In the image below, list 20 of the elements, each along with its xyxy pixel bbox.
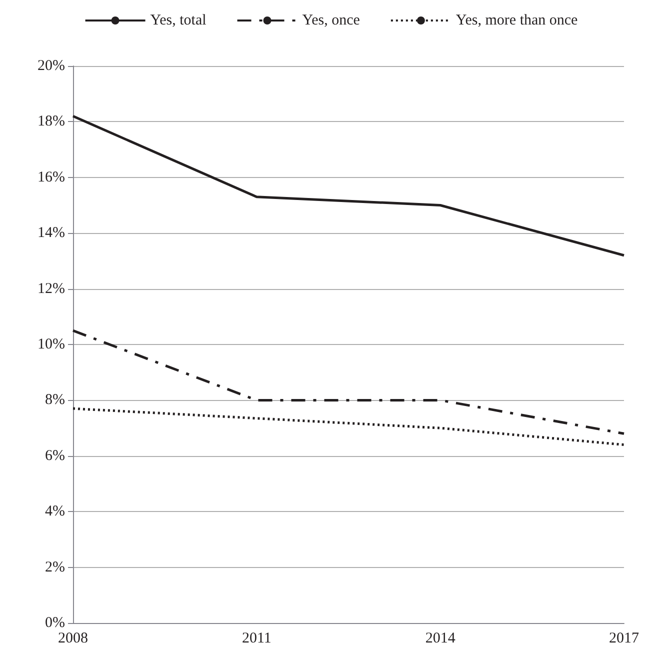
x-tick-label: 2011 <box>242 630 272 646</box>
y-tick-label: 8% <box>45 392 65 408</box>
x-tick-label: 2008 <box>58 630 88 646</box>
y-tick-label: 2% <box>45 559 65 576</box>
x-tick-label: 2017 <box>609 630 640 646</box>
y-tick-label: 20% <box>38 58 65 74</box>
legend-label: Yes, more than once <box>456 12 578 28</box>
y-tick-label: 14% <box>38 225 65 242</box>
y-tick-label: 12% <box>38 280 65 297</box>
x-tick-label: 2014 <box>425 630 456 646</box>
y-tick-label: 10% <box>38 336 65 352</box>
legend-label: Yes, once <box>302 12 360 28</box>
y-tick-label: 18% <box>38 114 65 130</box>
y-tick-label: 6% <box>45 448 65 464</box>
line-series <box>72 407 626 446</box>
legend-label: Yes, total <box>150 12 206 28</box>
y-tick-label: 4% <box>45 504 65 520</box>
line-series <box>72 114 626 257</box>
y-tick-label: 0% <box>45 615 65 631</box>
y-tick-label: 16% <box>38 169 65 186</box>
